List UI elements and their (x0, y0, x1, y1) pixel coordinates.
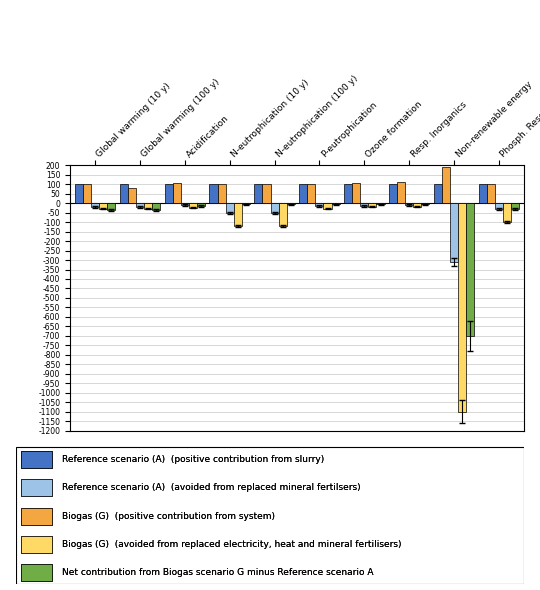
Bar (360, 203, 368, 206)
Text: Non-renewable energy: Non-renewable energy (454, 80, 534, 159)
Bar (467, 203, 475, 336)
Bar (503, 203, 511, 222)
Bar (107, 203, 115, 210)
Bar (405, 203, 413, 205)
Bar (352, 183, 360, 203)
Bar (144, 203, 152, 209)
Bar (173, 183, 181, 203)
Text: Resp. Inorganics: Resp. Inorganics (409, 100, 468, 159)
Text: Phosph. Resources: Phosph. Resources (499, 93, 540, 159)
Bar (136, 203, 144, 207)
Bar (397, 182, 405, 203)
Bar (75, 184, 83, 203)
Bar (479, 184, 487, 203)
Bar (271, 203, 279, 212)
Bar (442, 167, 450, 203)
Bar (450, 203, 458, 262)
FancyBboxPatch shape (21, 564, 52, 581)
Bar (165, 184, 173, 203)
Bar (189, 203, 197, 208)
FancyBboxPatch shape (21, 479, 52, 496)
Text: Biogas (G)  (positive contribution from system): Biogas (G) (positive contribution from s… (62, 512, 275, 520)
Bar (127, 188, 136, 203)
FancyBboxPatch shape (16, 447, 524, 584)
Text: Reference scenario (A)  (avoided from replaced mineral fertilsers): Reference scenario (A) (avoided from rep… (62, 483, 361, 492)
Bar (287, 203, 295, 204)
Bar (91, 203, 99, 207)
Bar (152, 203, 160, 210)
Bar (181, 203, 189, 205)
Text: Reference scenario (A)  (avoided from replaced mineral fertilsers): Reference scenario (A) (avoided from rep… (62, 483, 361, 492)
Bar (323, 203, 332, 209)
Text: Reference scenario (A)  (positive contribution from slurry): Reference scenario (A) (positive contrib… (62, 455, 324, 464)
Text: Net contribution from Biogas scenario G minus Reference scenario A: Net contribution from Biogas scenario G … (62, 568, 373, 577)
Text: Net contribution from Biogas scenario G minus Reference scenario A: Net contribution from Biogas scenario G … (62, 568, 373, 577)
Bar (458, 203, 467, 412)
Bar (279, 203, 287, 226)
Text: Biogas (G)  (positive contribution from system): Biogas (G) (positive contribution from s… (62, 512, 275, 520)
Bar (226, 203, 234, 212)
FancyBboxPatch shape (21, 507, 52, 525)
FancyBboxPatch shape (21, 451, 52, 468)
Bar (234, 203, 242, 226)
Bar (307, 184, 315, 203)
Bar (511, 203, 519, 209)
Bar (299, 184, 307, 203)
Text: Biogas (G)  (avoided from replaced electricity, heat and mineral fertilisers): Biogas (G) (avoided from replaced electr… (62, 540, 401, 549)
FancyBboxPatch shape (21, 451, 52, 468)
Bar (254, 184, 262, 203)
Bar (119, 184, 127, 203)
FancyBboxPatch shape (21, 536, 52, 553)
Bar (487, 184, 495, 203)
FancyBboxPatch shape (21, 564, 52, 581)
Bar (434, 184, 442, 203)
Bar (83, 184, 91, 203)
Bar (218, 184, 226, 203)
FancyBboxPatch shape (21, 507, 52, 525)
Text: Acidification: Acidification (185, 113, 231, 159)
Bar (421, 203, 429, 204)
Text: Reference scenario (A)  (positive contribution from slurry): Reference scenario (A) (positive contrib… (62, 455, 324, 464)
Text: Global warming (10 y): Global warming (10 y) (95, 81, 173, 159)
FancyBboxPatch shape (21, 536, 52, 553)
Bar (315, 203, 323, 206)
Bar (368, 203, 376, 207)
Bar (99, 203, 107, 209)
Text: N-eutrophication (10 y): N-eutrophication (10 y) (230, 78, 311, 159)
Bar (389, 184, 397, 203)
Text: Global warming (100 y): Global warming (100 y) (140, 77, 221, 159)
Bar (197, 203, 205, 206)
Text: Biogas (G)  (avoided from replaced electricity, heat and mineral fertilisers): Biogas (G) (avoided from replaced electr… (62, 540, 401, 549)
Bar (413, 203, 421, 207)
Bar (210, 184, 218, 203)
FancyBboxPatch shape (21, 479, 52, 496)
Bar (376, 203, 384, 204)
Bar (332, 203, 340, 204)
Text: P-eutrophication: P-eutrophication (320, 100, 379, 159)
Text: Ozone formation: Ozone formation (364, 100, 424, 159)
Bar (495, 203, 503, 209)
Text: N-eutrophication (100 y): N-eutrophication (100 y) (274, 74, 360, 159)
Bar (242, 203, 250, 204)
Bar (344, 184, 352, 203)
Bar (262, 184, 271, 203)
